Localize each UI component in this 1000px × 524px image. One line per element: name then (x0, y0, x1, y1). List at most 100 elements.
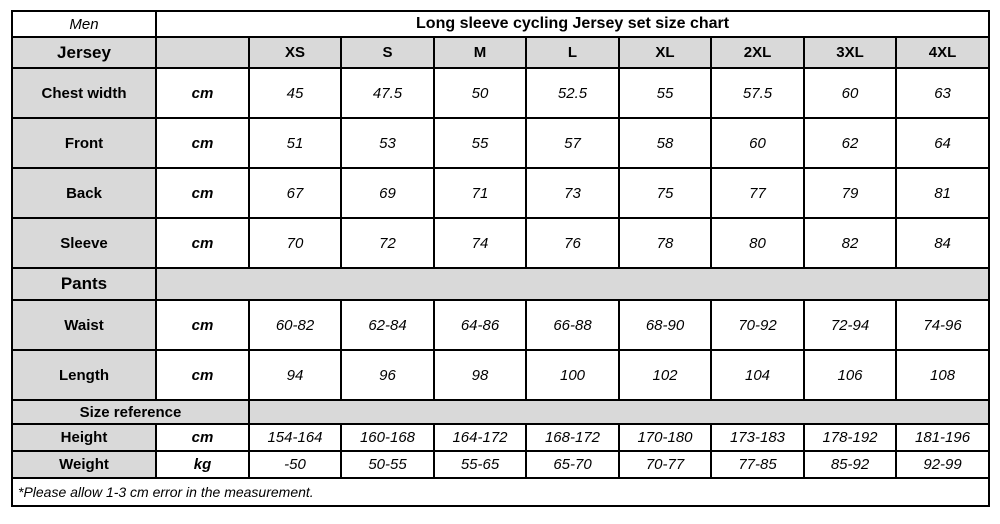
table-row-chest-width: Chest width cm 45 47.5 50 52.5 55 57.5 6… (11, 67, 991, 119)
value-cell: 62 (803, 117, 897, 169)
footnote-row: *Please allow 1-3 cm error in the measur… (10, 477, 991, 507)
value-cell: 82 (803, 217, 897, 269)
footnote-text: *Please allow 1-3 cm error in the measur… (10, 477, 991, 507)
size-chart-table: Men Long sleeve cycling Jersey set size … (10, 10, 991, 507)
value-cell: 55 (618, 67, 712, 119)
row-label: Chest width (11, 67, 157, 119)
table-row-waist: Waist cm 60-82 62-84 64-86 66-88 68-90 7… (11, 299, 991, 351)
value-cell: 57 (525, 117, 620, 169)
chart-title: Long sleeve cycling Jersey set size char… (154, 10, 991, 38)
unit-cell: cm (155, 423, 250, 452)
value-cell: 57.5 (710, 67, 805, 119)
value-cell: 108 (894, 349, 991, 401)
value-cell: 100 (525, 349, 620, 401)
value-cell: 76 (525, 217, 620, 269)
size-header-xs: XS (248, 36, 342, 69)
size-header-l: L (525, 36, 620, 69)
section-size-reference-label: Size reference (11, 399, 250, 425)
value-cell: 78 (618, 217, 712, 269)
size-header-xl: XL (618, 36, 712, 69)
table-row-height: Height cm 154-164 160-168 164-172 168-17… (11, 423, 991, 452)
value-cell: 50 (433, 67, 527, 119)
value-cell: 173-183 (710, 423, 805, 452)
row-label: Weight (11, 450, 157, 479)
value-cell: 65-70 (525, 450, 620, 479)
value-cell: 72 (340, 217, 435, 269)
unit-cell: cm (155, 349, 250, 401)
unit-cell: cm (155, 167, 250, 219)
men-cell: Men (11, 10, 157, 38)
value-cell: 92-99 (894, 450, 991, 479)
section-pants-label: Pants (11, 267, 157, 301)
value-cell: 69 (340, 167, 435, 219)
value-cell: 80 (710, 217, 805, 269)
size-header-3xl: 3XL (803, 36, 897, 69)
value-cell: 52.5 (525, 67, 620, 119)
value-cell: 98 (433, 349, 527, 401)
row-label: Waist (11, 299, 157, 351)
value-cell: 62-84 (340, 299, 435, 351)
value-cell: 64-86 (433, 299, 527, 351)
jersey-header-row: Jersey XS S M L XL 2XL 3XL 4XL (11, 36, 991, 69)
size-header-4xl: 4XL (894, 36, 991, 69)
value-cell: 168-172 (525, 423, 620, 452)
value-cell: 74 (433, 217, 527, 269)
size-header-s: S (340, 36, 435, 69)
size-chart: Men Long sleeve cycling Jersey set size … (10, 10, 991, 507)
value-cell: 71 (433, 167, 527, 219)
value-cell: 84 (894, 217, 991, 269)
value-cell: 64 (894, 117, 991, 169)
value-cell: 164-172 (433, 423, 527, 452)
value-cell: 102 (618, 349, 712, 401)
value-cell: 160-168 (340, 423, 435, 452)
pants-header-band (154, 267, 991, 301)
value-cell: 70-92 (710, 299, 805, 351)
value-cell: 70 (248, 217, 342, 269)
value-cell: 51 (248, 117, 342, 169)
value-cell: 60 (710, 117, 805, 169)
value-cell: -50 (248, 450, 342, 479)
value-cell: 104 (710, 349, 805, 401)
empty-unit-cell (155, 36, 250, 69)
value-cell: 47.5 (340, 67, 435, 119)
section-jersey-label: Jersey (11, 36, 157, 69)
value-cell: 154-164 (248, 423, 342, 452)
value-cell: 77 (710, 167, 805, 219)
size-header-2xl: 2XL (710, 36, 805, 69)
row-label: Sleeve (11, 217, 157, 269)
row-label: Height (11, 423, 157, 452)
value-cell: 94 (248, 349, 342, 401)
unit-cell: cm (155, 67, 250, 119)
value-cell: 79 (803, 167, 897, 219)
value-cell: 85-92 (803, 450, 897, 479)
value-cell: 96 (340, 349, 435, 401)
table-row-weight: Weight kg -50 50-55 55-65 65-70 70-77 77… (11, 450, 991, 479)
value-cell: 75 (618, 167, 712, 219)
value-cell: 55-65 (433, 450, 527, 479)
value-cell: 53 (340, 117, 435, 169)
value-cell: 55 (433, 117, 527, 169)
value-cell: 181-196 (894, 423, 991, 452)
value-cell: 77-85 (710, 450, 805, 479)
value-cell: 63 (894, 67, 991, 119)
value-cell: 74-96 (894, 299, 991, 351)
table-row-length: Length cm 94 96 98 100 102 104 106 108 (11, 349, 991, 401)
value-cell: 70-77 (618, 450, 712, 479)
value-cell: 58 (618, 117, 712, 169)
value-cell: 72-94 (803, 299, 897, 351)
value-cell: 45 (248, 67, 342, 119)
unit-cell: cm (155, 299, 250, 351)
unit-cell: kg (155, 450, 250, 479)
value-cell: 50-55 (340, 450, 435, 479)
value-cell: 66-88 (525, 299, 620, 351)
row-label: Back (11, 167, 157, 219)
value-cell: 106 (803, 349, 897, 401)
pants-header-row: Pants (11, 267, 991, 301)
row-label: Length (11, 349, 157, 401)
size-reference-header-row: Size reference (11, 399, 991, 425)
value-cell: 73 (525, 167, 620, 219)
value-cell: 170-180 (618, 423, 712, 452)
table-row-back: Back cm 67 69 71 73 75 77 79 81 (11, 167, 991, 219)
value-cell: 178-192 (803, 423, 897, 452)
table-row-sleeve: Sleeve cm 70 72 74 76 78 80 82 84 (11, 217, 991, 269)
